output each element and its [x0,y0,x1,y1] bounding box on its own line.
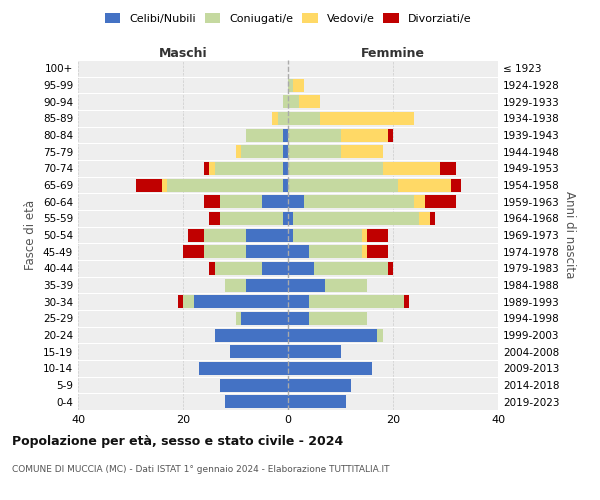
Bar [309,312,367,325]
Bar [204,245,246,258]
Bar [341,128,388,141]
Bar [383,162,440,175]
Bar [288,328,377,342]
Bar [440,162,456,175]
Bar [283,128,288,141]
Bar [241,145,283,158]
Bar [188,228,204,241]
Bar [404,295,409,308]
Bar [209,212,220,225]
Bar [288,212,293,225]
Bar [419,212,430,225]
Bar [288,295,309,308]
Bar [288,78,293,92]
Bar [299,95,320,108]
Legend: Celibi/Nubili, Coniugati/e, Vedovi/e, Divorziati/e: Celibi/Nubili, Coniugati/e, Vedovi/e, Di… [105,13,471,24]
Bar [320,112,414,125]
Bar [136,178,162,192]
Bar [309,295,404,308]
Bar [183,245,204,258]
Bar [361,228,367,241]
Bar [167,178,283,192]
Bar [288,395,346,408]
Bar [293,228,361,241]
Bar [215,262,262,275]
Bar [193,295,288,308]
Bar [288,128,341,141]
Bar [430,212,435,225]
Bar [288,362,372,375]
Bar [220,195,262,208]
Bar [246,278,288,291]
Bar [262,262,288,275]
Bar [225,395,288,408]
Bar [283,178,288,192]
Bar [361,245,367,258]
Bar [162,178,167,192]
Bar [283,162,288,175]
Bar [288,262,314,275]
Bar [288,345,341,358]
Bar [199,362,288,375]
Bar [293,78,304,92]
Bar [235,145,241,158]
Text: Popolazione per età, sesso e stato civile - 2024: Popolazione per età, sesso e stato civil… [12,435,343,448]
Bar [178,295,183,308]
Bar [235,312,241,325]
Bar [288,145,341,158]
Bar [230,345,288,358]
Bar [209,262,215,275]
Bar [225,278,246,291]
Bar [288,112,320,125]
Bar [325,278,367,291]
Text: Femmine: Femmine [361,47,425,60]
Y-axis label: Anni di nascita: Anni di nascita [563,192,576,278]
Bar [288,195,304,208]
Bar [388,262,393,275]
Bar [220,212,283,225]
Bar [293,212,419,225]
Bar [283,145,288,158]
Bar [414,195,425,208]
Bar [204,162,209,175]
Bar [388,128,393,141]
Bar [183,295,193,308]
Bar [288,95,299,108]
Bar [288,178,398,192]
Bar [367,228,388,241]
Bar [215,162,283,175]
Bar [204,195,220,208]
Bar [377,328,383,342]
Bar [277,112,288,125]
Bar [288,228,293,241]
Bar [220,378,288,392]
Text: Maschi: Maschi [158,47,208,60]
Bar [215,328,288,342]
Bar [209,162,215,175]
Bar [288,245,309,258]
Bar [262,195,288,208]
Text: COMUNE DI MUCCIA (MC) - Dati ISTAT 1° gennaio 2024 - Elaborazione TUTTITALIA.IT: COMUNE DI MUCCIA (MC) - Dati ISTAT 1° ge… [12,465,389,474]
Bar [367,245,388,258]
Bar [246,245,288,258]
Bar [283,212,288,225]
Bar [398,178,451,192]
Bar [288,312,309,325]
Bar [304,195,414,208]
Y-axis label: Fasce di età: Fasce di età [25,200,37,270]
Bar [204,228,246,241]
Bar [283,95,288,108]
Bar [288,162,383,175]
Bar [272,112,277,125]
Bar [241,312,288,325]
Bar [309,245,361,258]
Bar [246,228,288,241]
Bar [314,262,388,275]
Bar [341,145,383,158]
Bar [288,378,351,392]
Bar [246,128,283,141]
Bar [425,195,456,208]
Bar [451,178,461,192]
Bar [288,278,325,291]
